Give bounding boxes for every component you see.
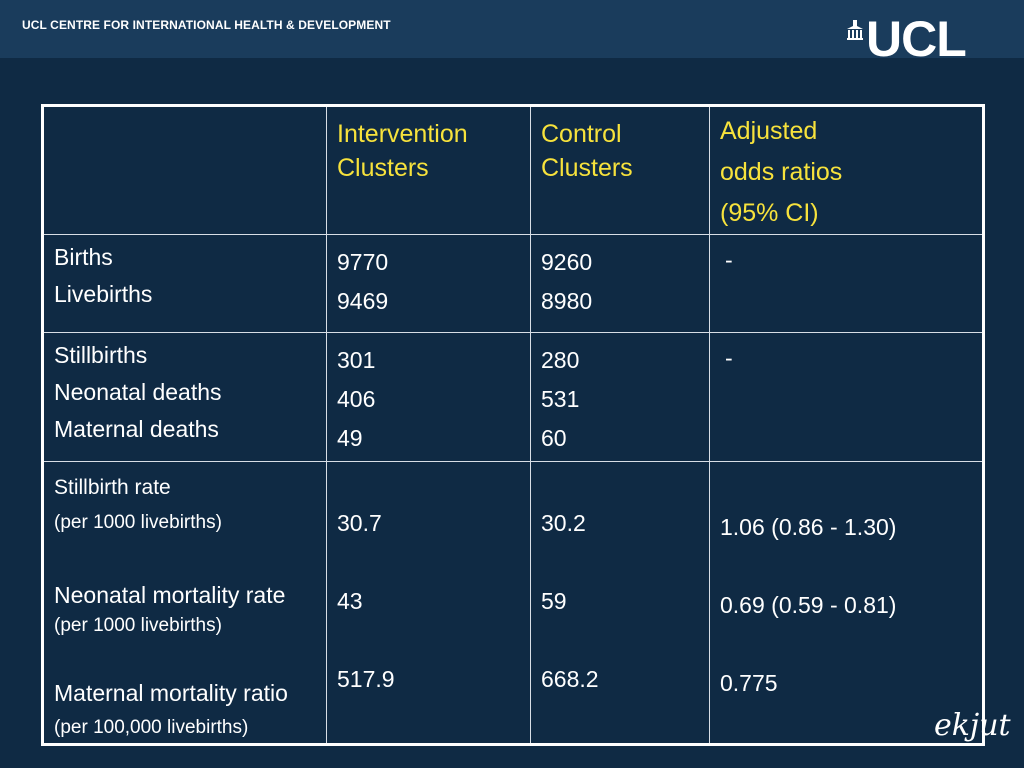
row3-labels: Stillbirth rate (per 1000 livebirths) Ne… [42,461,327,745]
label-maternal-deaths: Maternal deaths [54,416,219,442]
label-neonatal-unit: (per 1000 livebirths) [54,615,222,636]
header-odds-ratios: Adjusted odds ratios (95% CI) [709,105,984,235]
value-intervention-stillbirths: 301 [337,347,376,373]
label-births: Births [54,244,113,270]
value-intervention-neonatal-rate: 43 [337,588,363,614]
odds-stillbirth-rate: 1.06 (0.86 - 1.30) [720,514,897,540]
table-row: Births Livebirths 9770 9469 9260 8980 - [42,234,984,333]
odds-neonatal-rate: 0.69 (0.59 - 0.81) [720,592,897,618]
table-header-row: Intervention Clusters Control Clusters A… [42,105,984,235]
value-control-neonatal-rate: 59 [541,588,567,614]
header-control-line1: Control [541,120,622,148]
value-intervention-maternal: 49 [337,425,363,451]
value-control-stillbirths: 280 [541,347,580,373]
ucl-logo: UCL [846,11,994,67]
row1-labels: Births Livebirths [42,234,327,333]
header-odds-line2: odds ratios [720,158,843,186]
row2-labels: Stillbirths Neonatal deaths Maternal dea… [42,332,327,462]
ucl-wordmark: UCL [866,11,967,67]
results-table: Intervention Clusters Control Clusters A… [41,104,985,746]
header-control: Control Clusters [530,105,710,235]
row2-intervention: 301 406 49 [326,332,531,462]
row3-odds: 1.06 (0.86 - 1.30) 0.69 (0.59 - 0.81) 0.… [709,461,984,745]
header-intervention-line1: Intervention [337,120,468,148]
header-intervention: Intervention Clusters [326,105,531,235]
value-intervention-neonatal: 406 [337,386,376,412]
header-intervention-line2: Clusters [337,154,429,182]
odds-maternal-ratio: 0.775 [720,670,778,696]
row3-control: 30.2 59 668.2 [530,461,710,745]
odds-dash: - [725,247,733,273]
label-maternal-unit: (per 100,000 livebirths) [54,717,249,738]
table-row: Stillbirth rate (per 1000 livebirths) Ne… [42,461,984,745]
value-control-stillbirth-rate: 30.2 [541,510,586,536]
portico-icon [847,20,863,40]
label-neonatal-rate: Neonatal mortality rate [54,582,286,608]
label-livebirths: Livebirths [54,281,153,307]
row2-odds: - [709,332,984,462]
label-maternal-ratio: Maternal mortality ratio [54,680,288,706]
value-intervention-stillbirth-rate: 30.7 [337,510,382,536]
table-row: Stillbirths Neonatal deaths Maternal dea… [42,332,984,462]
row1-control: 9260 8980 [530,234,710,333]
value-control-births: 9260 [541,249,593,275]
value-intervention-births: 9770 [337,249,389,275]
value-control-livebirths: 8980 [541,288,593,314]
top-bar: UCL CENTRE FOR INTERNATIONAL HEALTH & DE… [0,0,1024,67]
row3-intervention: 30.7 43 517.9 [326,461,531,745]
label-neonatal-deaths: Neonatal deaths [54,379,222,405]
row2-control: 280 531 60 [530,332,710,462]
value-control-maternal-ratio: 668.2 [541,666,599,692]
label-stillbirth-rate: Stillbirth rate [54,476,171,499]
ekjut-signature: ekjut [934,708,1011,743]
label-stillbirths: Stillbirths [54,342,148,368]
value-control-neonatal: 531 [541,386,580,412]
value-control-maternal: 60 [541,425,567,451]
value-intervention-maternal-ratio: 517.9 [337,666,395,692]
department-title: UCL CENTRE FOR INTERNATIONAL HEALTH & DE… [22,18,391,32]
header-odds-line1: Adjusted [720,117,818,145]
header-empty-cell [42,105,327,235]
row1-odds: - [709,234,984,333]
header-control-line2: Clusters [541,154,633,182]
label-stillbirth-unit: (per 1000 livebirths) [54,512,222,533]
value-intervention-livebirths: 9469 [337,288,389,314]
row1-intervention: 9770 9469 [326,234,531,333]
header-odds-line3: (95% CI) [720,199,819,227]
odds-dash: - [725,345,733,371]
